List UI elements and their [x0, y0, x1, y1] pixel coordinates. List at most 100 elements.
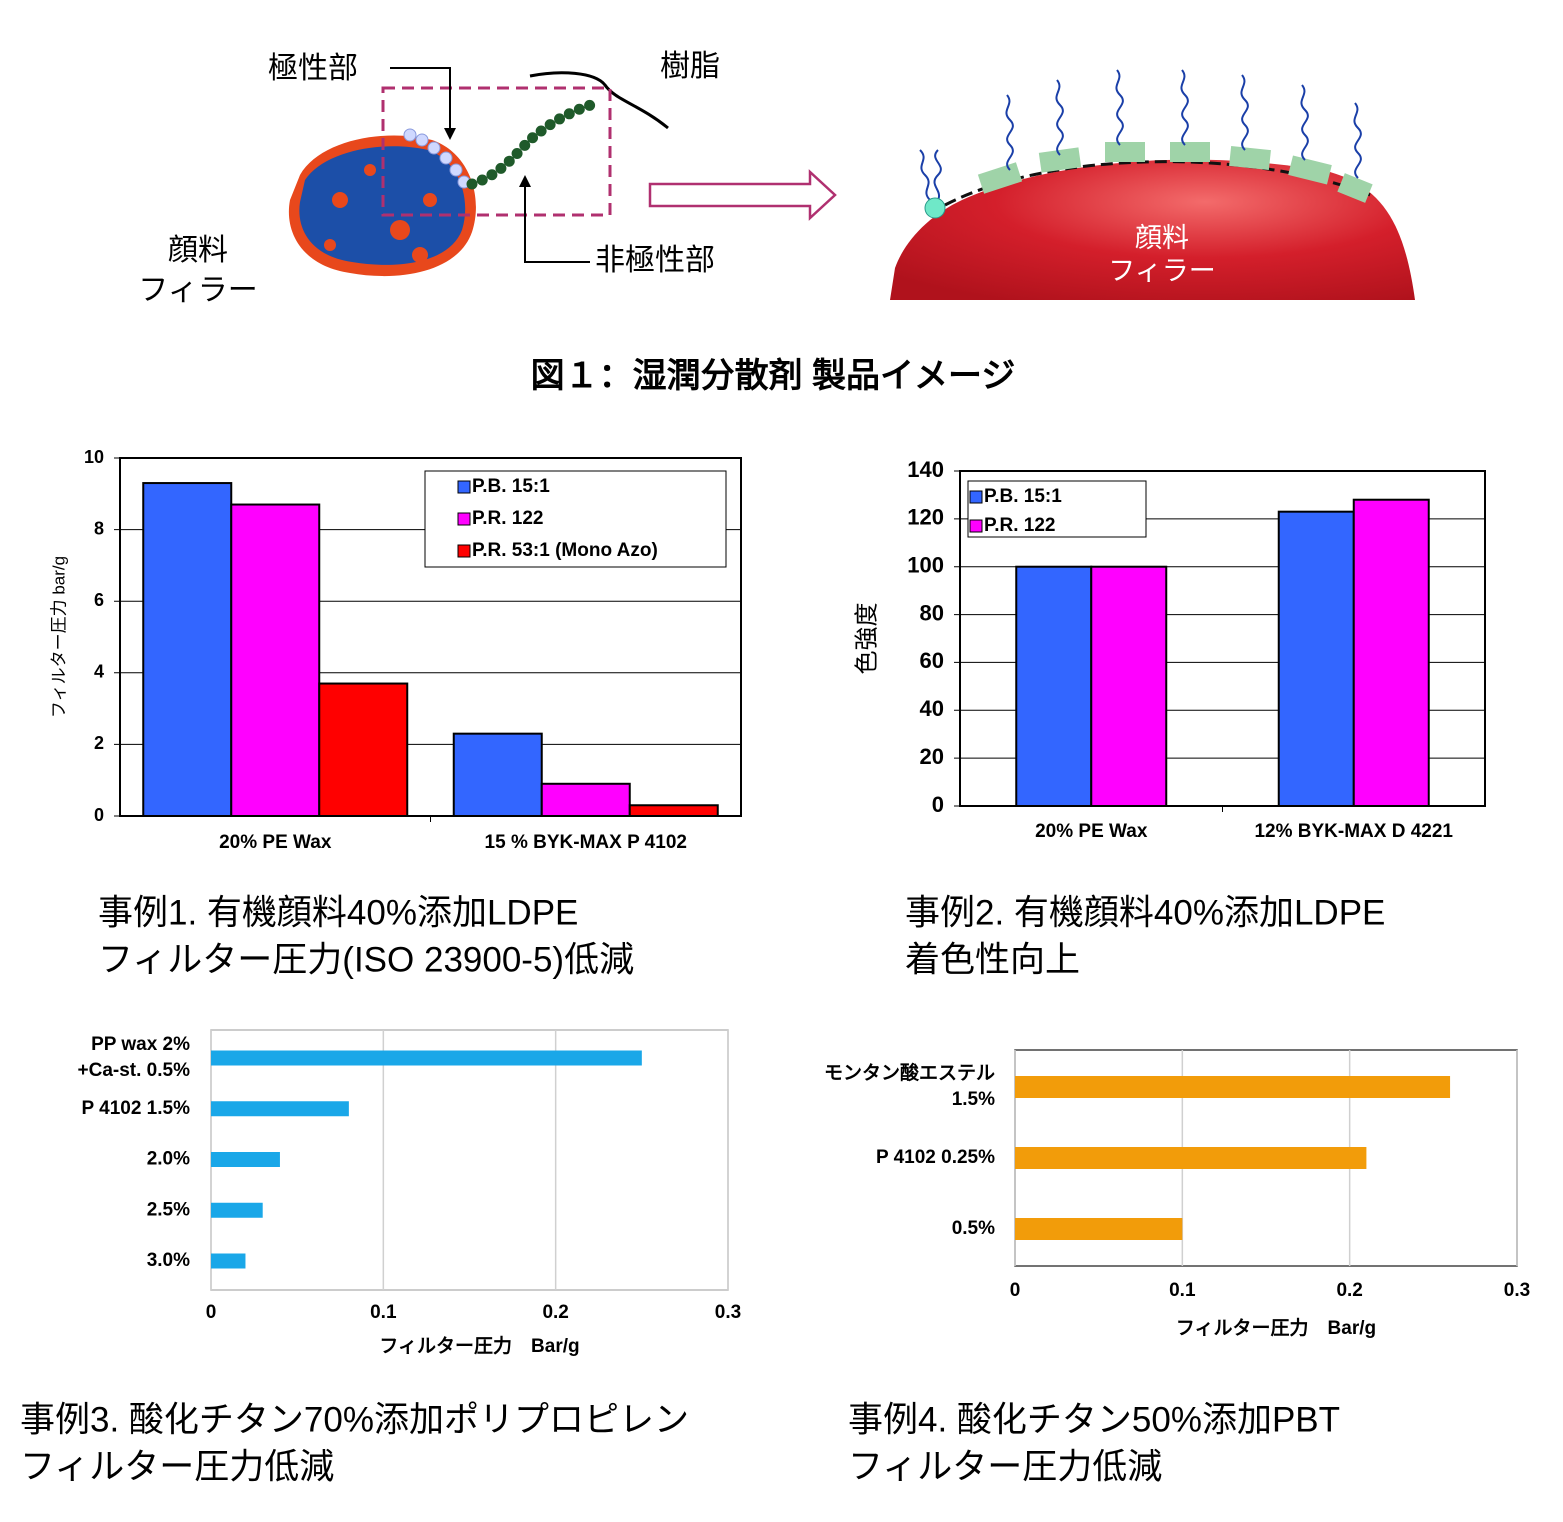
y-tick-label: 20 [920, 744, 944, 769]
y-tick-label: 1.5% [952, 1089, 995, 1110]
plot-area [210, 1029, 729, 1291]
nonpolar-pointer [524, 185, 590, 263]
y-tick-label: 4 [94, 662, 104, 682]
polar-label: 極性部 [268, 52, 358, 85]
resin-label: 樹脂 [660, 50, 720, 83]
case-caption: フィルター圧力(ISO 23900-5)低減 [98, 940, 634, 979]
y-axis-label: 色強度 [853, 603, 880, 675]
case-caption: 事例1. 有機顔料40%添加LDPE [98, 893, 578, 932]
pigment-dome [890, 159, 1415, 300]
bar [211, 1050, 642, 1066]
legend-label: P.B. 15:1 [472, 476, 550, 497]
legend-box [424, 470, 727, 568]
y-tick-label: PP wax 2% [91, 1034, 190, 1055]
x-tick-label: 20% PE Wax [219, 832, 332, 853]
y-tick-label: P 4102 0.25% [876, 1147, 995, 1168]
case-caption: 事例4. 酸化チタン50%添加PBT [848, 1400, 1340, 1439]
bar [318, 682, 409, 817]
nonpolar-chain [466, 96, 606, 190]
pigment-label: 顔料 [168, 234, 228, 267]
legend-swatch [457, 480, 471, 494]
pigment-label: フィラー [138, 274, 257, 307]
bar [1015, 565, 1093, 808]
x-tick-label: 0.2 [542, 1302, 568, 1323]
polar-groups [403, 128, 471, 189]
arrowhead [444, 128, 456, 140]
resin-chains [919, 69, 1362, 201]
bar [540, 782, 631, 818]
x-axis-label: フィルター圧力 Bar/g [1176, 1316, 1376, 1339]
x-tick-label: 0.2 [1336, 1280, 1362, 1301]
y-tick-label: 80 [920, 600, 944, 625]
legend-label: P.R. 122 [472, 508, 543, 529]
x-tick-label: 0.3 [1504, 1280, 1530, 1301]
x-tick-label: 0.1 [370, 1302, 397, 1323]
case-caption: 事例2. 有機顔料40%添加LDPE [905, 893, 1385, 932]
bar [628, 804, 719, 818]
y-tick-label: 10 [84, 447, 104, 467]
y-tick-label: 40 [920, 696, 944, 721]
y-tick-label: P 4102 1.5% [82, 1098, 191, 1119]
legend-label: P.R. 122 [984, 515, 1055, 536]
y-tick-label: 0 [94, 805, 104, 825]
case-caption: フィルター圧力低減 [20, 1447, 334, 1486]
y-tick-label: 120 [907, 505, 944, 530]
y-tick-label: 8 [94, 518, 104, 538]
y-tick-label: 0 [932, 792, 944, 817]
legend-box [967, 480, 1147, 538]
case-caption: フィルター圧力低減 [848, 1447, 1162, 1486]
y-tick-label: 0.5% [952, 1218, 995, 1239]
pigment-spots [324, 164, 437, 263]
y-axis-label: フィルター圧力 bar/g [49, 556, 68, 718]
nonpolar-label: 非極性部 [595, 244, 715, 277]
legend-swatch [457, 512, 471, 526]
resin-line [529, 71, 669, 130]
legend-swatch [457, 544, 471, 558]
legend-label: P.B. 15:1 [984, 486, 1062, 507]
x-tick-label: 0.3 [715, 1302, 741, 1323]
legend-swatch [969, 490, 983, 504]
y-tick-label: +Ca-st. 0.5% [78, 1060, 191, 1081]
case-caption: 事例3. 酸化チタン70%添加ポリプロピレン [20, 1400, 689, 1439]
polar-pointer [390, 67, 451, 130]
y-tick-label: 100 [907, 553, 944, 578]
legend-label: P.R. 53:1 (Mono Azo) [472, 540, 658, 561]
case-caption: 着色性向上 [905, 940, 1080, 979]
anchor-groups [977, 142, 1373, 203]
arrowhead [519, 175, 531, 187]
x-axis-label: フィルター圧力 Bar/g [379, 1334, 579, 1357]
y-tick-label: 6 [94, 590, 104, 610]
bar [142, 482, 233, 817]
bar [1277, 510, 1355, 807]
y-tick-label: 3.0% [147, 1250, 190, 1271]
x-tick-label: 12% BYK-MAX D 4221 [1254, 821, 1453, 842]
dashed-box [381, 86, 612, 217]
y-tick-label: 2.0% [147, 1149, 190, 1170]
bar [1015, 1147, 1367, 1169]
x-tick-label: 0 [206, 1302, 217, 1323]
bar [211, 1202, 263, 1218]
x-tick-label: 0 [1010, 1280, 1021, 1301]
y-tick-label: モンタン酸エステル [824, 1061, 995, 1084]
process-arrow [648, 169, 837, 221]
bar [211, 1101, 349, 1117]
pigment-label: 顔料 [1135, 223, 1189, 253]
x-tick-label: 15 % BYK-MAX P 4102 [485, 832, 687, 853]
bar [1015, 1076, 1451, 1098]
bar [1352, 498, 1430, 807]
y-tick-label: 140 [907, 457, 944, 482]
x-tick-label: 0.1 [1169, 1280, 1196, 1301]
x-tick-label: 20% PE Wax [1035, 821, 1148, 842]
figure-caption: 図１：湿潤分散剤 製品イメージ [531, 357, 1016, 395]
bar [211, 1253, 246, 1269]
bar [230, 503, 321, 817]
bar [211, 1152, 280, 1167]
bar [452, 732, 543, 817]
polar-anchor [924, 197, 946, 219]
pigment-label: フィラー [1108, 256, 1215, 286]
bar [1015, 1218, 1183, 1240]
bar [1090, 565, 1168, 808]
y-tick-label: 2.5% [147, 1199, 190, 1220]
legend-swatch [969, 519, 983, 533]
